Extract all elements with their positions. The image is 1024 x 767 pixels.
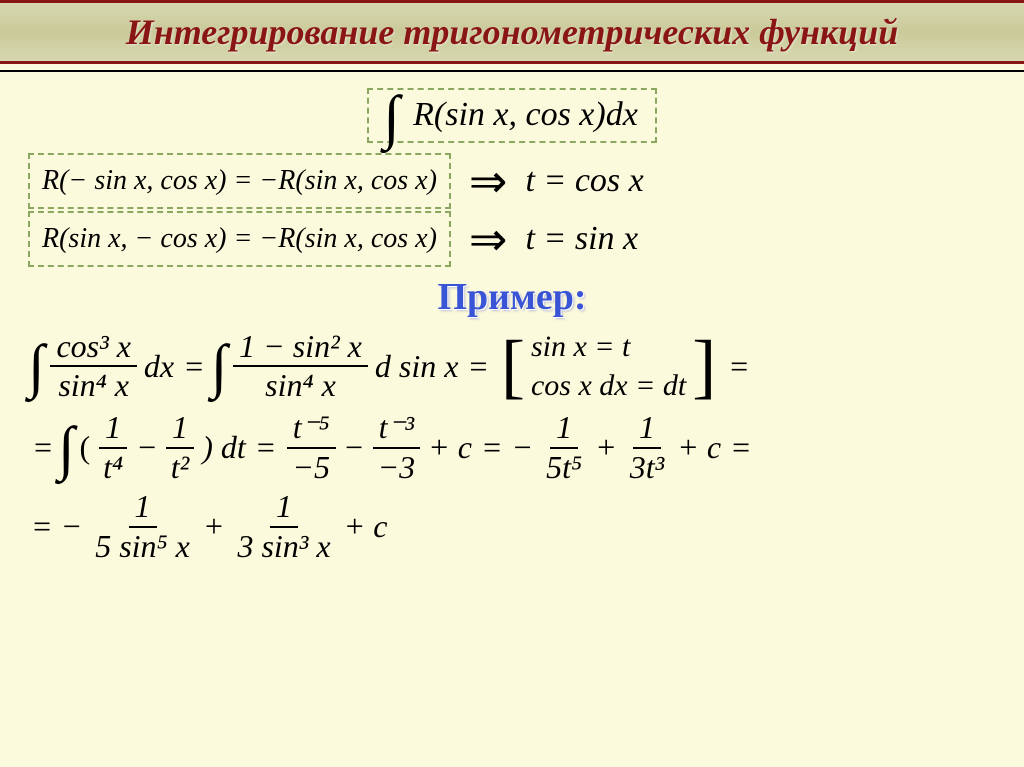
main-integral-row: ∫ R(sin x, cos x)dx: [28, 88, 996, 143]
integral-symbol: ∫: [28, 348, 44, 384]
fraction: 1 − sin² x sin⁴ x: [233, 330, 368, 403]
main-integral-box: ∫ R(sin x, cos x)dx: [367, 88, 657, 143]
example-label: Пример:: [28, 275, 996, 319]
substitution-1: t = cos x: [525, 162, 643, 200]
condition-row-2: R(sin x, − cos x) = −R(sin x, cos x) ⇒ t…: [28, 211, 996, 267]
fraction: cos³ x sin⁴ x: [50, 330, 136, 403]
title-bar: Интегрирование тригонометрических функци…: [0, 0, 1024, 64]
content-area: ∫ R(sin x, cos x)dx R(− sin x, cos x) = …: [0, 72, 1024, 564]
condition-row-1: R(− sin x, cos x) = −R(sin x, cos x) ⇒ t…: [28, 153, 996, 209]
substitution-2: t = sin x: [525, 220, 638, 258]
integral-symbol: ∫: [383, 99, 399, 135]
condition-1-lhs: R(− sin x, cos x) = −R(sin x, cos x): [28, 153, 451, 209]
example-line-1: ∫ cos³ x sin⁴ x dx = ∫ 1 − sin² x sin⁴ x…: [28, 327, 996, 405]
substitution-bracket: [ sin x = t cos x dx = dt ]: [501, 327, 716, 405]
integral-symbol: ∫: [58, 430, 74, 466]
example-line-2: = ∫ ( 1t⁴ − 1t² ) dt = t⁻⁵−5 − t⁻³−3 + c…: [28, 411, 996, 484]
example-line-3: = − 15 sin⁵ x + 13 sin³ x + c: [28, 490, 996, 563]
implies-arrow-1: ⇒: [469, 154, 508, 208]
page-title: Интегрирование тригонометрических функци…: [20, 11, 1004, 53]
implies-arrow-2: ⇒: [469, 212, 508, 266]
main-integral-body: R(sin x, cos x)dx: [413, 96, 638, 133]
integral-symbol: ∫: [211, 348, 227, 384]
condition-2-lhs: R(sin x, − cos x) = −R(sin x, cos x): [28, 211, 451, 267]
